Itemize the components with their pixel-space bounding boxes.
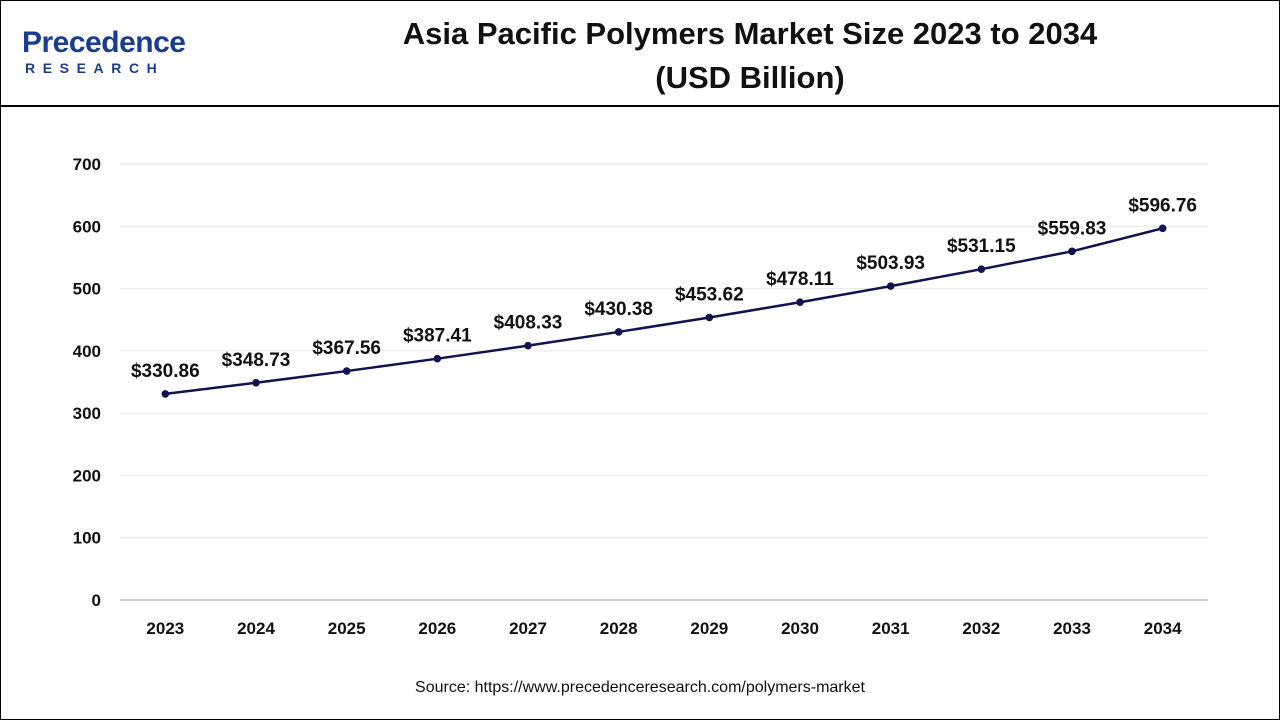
data-label: $596.76 bbox=[1128, 195, 1197, 216]
header: Precedence RESEARCH Asia Pacific Polymer… bbox=[0, 0, 1280, 107]
chart-title-line-1: Asia Pacific Polymers Market Size 2023 t… bbox=[402, 16, 1098, 51]
logo-wordmark: Precedence bbox=[22, 26, 186, 59]
x-tick-label: 2024 bbox=[237, 619, 275, 638]
data-label: $531.15 bbox=[947, 236, 1016, 257]
x-tick-label: 2025 bbox=[328, 619, 366, 638]
data-point bbox=[252, 378, 260, 387]
data-point bbox=[524, 341, 532, 350]
x-axis-ticks: 2023 2024 2025 2026 2027 2028 2029 2030 2031 2032… bbox=[146, 619, 1182, 638]
data-label: $503.93 bbox=[856, 253, 925, 274]
data-point bbox=[433, 354, 442, 363]
data-label: $408.33 bbox=[494, 313, 563, 334]
y-tick-label: 400 bbox=[73, 342, 101, 361]
x-tick-label: 2026 bbox=[418, 619, 456, 638]
data-point bbox=[705, 313, 714, 322]
x-tick-label: 2023 bbox=[146, 619, 184, 638]
y-tick-label: 200 bbox=[73, 466, 101, 485]
data-point bbox=[342, 367, 351, 375]
x-tick-label: 2028 bbox=[600, 619, 638, 638]
data-label: $453.62 bbox=[675, 284, 744, 305]
x-tick-label: 2032 bbox=[962, 619, 1000, 638]
data-point bbox=[796, 298, 804, 307]
logo-subtitle: RESEARCH bbox=[25, 60, 165, 76]
data-label: $330.86 bbox=[131, 361, 200, 382]
data-label: $367.56 bbox=[312, 338, 381, 359]
chart-title-line-2: (USD Billion) bbox=[655, 60, 845, 95]
data-point bbox=[161, 390, 170, 398]
y-axis-ticks: 0 100 200 300 400 500 600 700 bbox=[73, 155, 101, 610]
y-tick-label: 500 bbox=[73, 280, 101, 299]
data-point bbox=[1068, 247, 1076, 256]
chart-title: Asia Pacific Polymers Market Size 2023 t… bbox=[300, 12, 1200, 100]
y-tick-label: 600 bbox=[73, 217, 101, 236]
x-tick-label: 2034 bbox=[1144, 619, 1182, 638]
y-tick-label: 300 bbox=[73, 404, 101, 423]
x-tick-label: 2029 bbox=[690, 619, 728, 638]
x-tick-label: 2031 bbox=[872, 619, 910, 638]
y-tick-label: 700 bbox=[73, 155, 101, 174]
y-tick-label: 0 bbox=[92, 591, 101, 610]
data-point bbox=[886, 282, 895, 290]
data-label: $478.11 bbox=[766, 269, 834, 290]
data-label: $430.38 bbox=[584, 299, 653, 320]
data-point bbox=[977, 265, 986, 273]
gridlines bbox=[120, 163, 1208, 601]
source-note: Source: https://www.precedenceresearch.c… bbox=[415, 679, 865, 696]
data-label: $559.83 bbox=[1038, 218, 1107, 239]
x-tick-label: 2033 bbox=[1053, 619, 1091, 638]
series-line bbox=[165, 227, 1163, 396]
x-tick-label: 2027 bbox=[509, 619, 547, 638]
x-tick-label: 2030 bbox=[781, 619, 819, 638]
y-tick-label: 100 bbox=[73, 529, 101, 548]
data-point bbox=[1158, 224, 1167, 233]
brand-logo: Precedence RESEARCH bbox=[22, 22, 222, 82]
data-label: $387.41 bbox=[403, 326, 472, 347]
data-labels: $330.86 $348.73 $367.56 $387.41 $408.33 $430.… bbox=[131, 195, 1197, 382]
series-market-size bbox=[161, 224, 1167, 398]
data-label: $348.73 bbox=[222, 350, 291, 371]
data-point bbox=[614, 328, 623, 336]
